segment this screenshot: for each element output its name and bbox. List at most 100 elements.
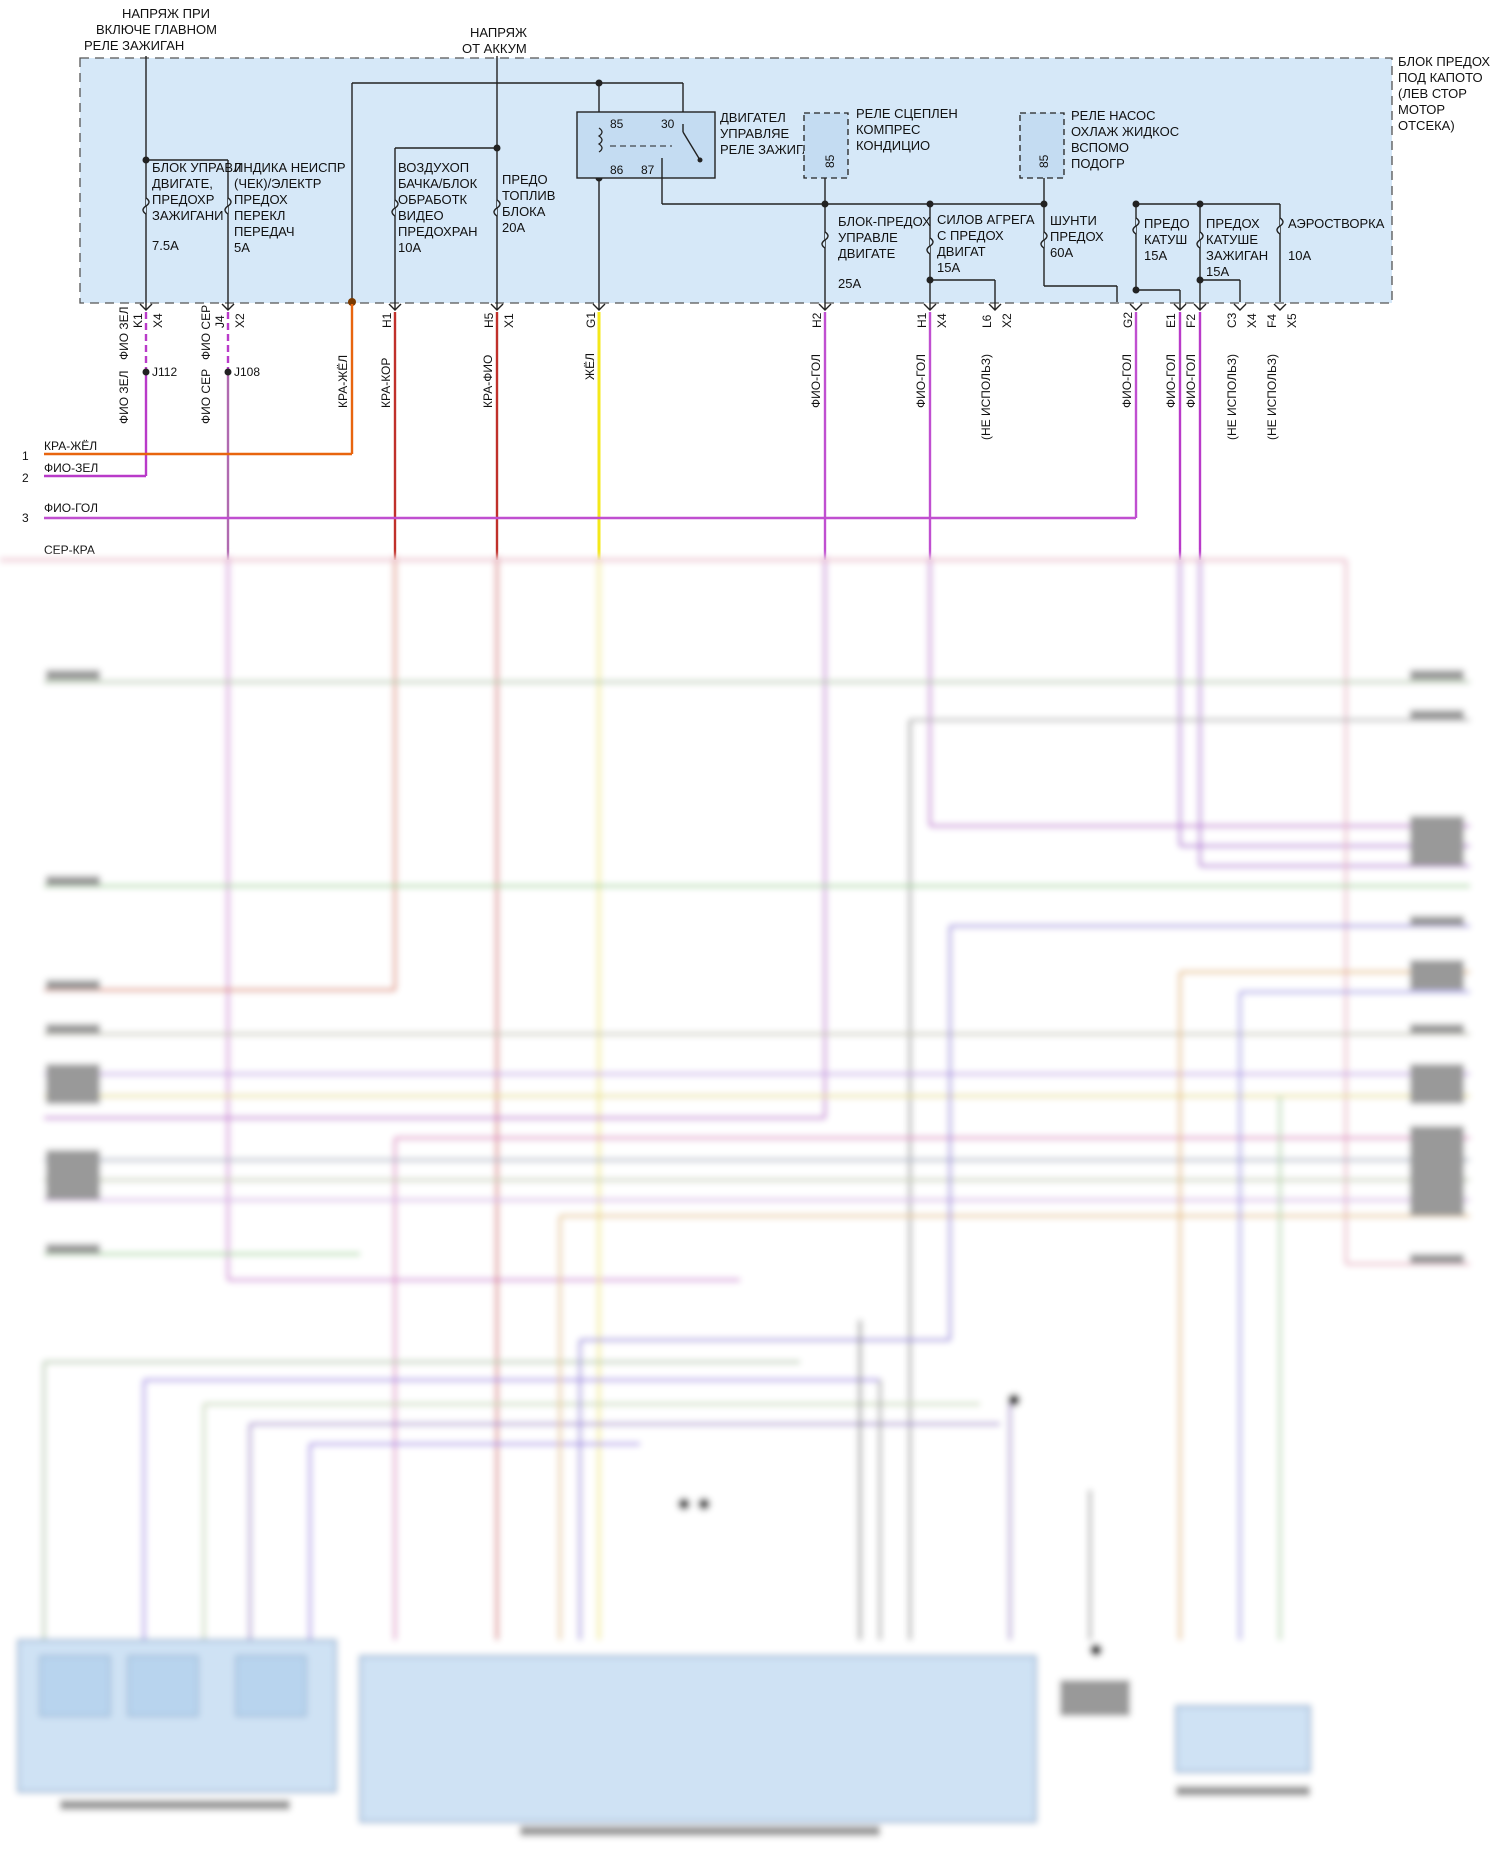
wire-label-fio-gol-e1: ФИО-ГОЛ	[1164, 354, 1178, 408]
pin-x4-c: X4	[1245, 313, 1259, 328]
wire-label-fio-zel-a: ФИО ЗЕЛ	[117, 306, 131, 360]
pin-h2: H2	[810, 312, 824, 328]
fuse-box-bus	[145, 56, 1281, 310]
relay-pin-87: 87	[641, 163, 655, 177]
fuse-box-title-3: (ЛЕВ СТОР	[1398, 86, 1467, 101]
aux-pump-relay: 85 РЕЛЕ НАСОС ОХЛАЖ ЖИДКОС ВСПОМО ПОДОГР	[1019, 108, 1179, 179]
pin-x2-a: X2	[233, 313, 247, 328]
fuse-3-name-2: БАЧКА/БЛОК	[398, 176, 478, 191]
wire-label-fio-gol-h2: ФИО-ГОЛ	[809, 354, 823, 408]
circuit-2-num: 2	[22, 471, 29, 485]
fuse-3-name-4: ВИДЕО	[398, 208, 444, 223]
pin-f2: F2	[1184, 314, 1198, 328]
ignition-feed-label-3: РЕЛЕ ЗАЖИГАН	[84, 38, 184, 53]
wire-label-fio-ser-b: ФИО СЕР	[199, 369, 213, 424]
diagram-top: НАПРЯЖ ПРИ ВКЛЮЧЕ ГЛАВНОМ РЕЛЕ ЗАЖИГАН Н…	[22, 6, 1490, 560]
fuse-8-name-1: ПРЕДО	[1144, 216, 1190, 231]
ignition-relay-name-1: ДВИГАТЕЛ	[720, 110, 786, 125]
fuse-box-title-4: МОТОР	[1398, 102, 1445, 117]
fuse-2-name-2: (ЧЕК)/ЭЛЕКТР	[234, 176, 321, 191]
wire-label-fio-zel-b: ФИО ЗЕЛ	[117, 370, 131, 424]
fuse-3-rating: 10A	[398, 240, 421, 255]
fuse-5-name-2: УПРАВЛЕ	[838, 230, 898, 245]
fuse-2-rating: 5A	[234, 240, 250, 255]
relay-pin-86: 86	[610, 163, 624, 177]
fuse-1-name-1: БЛОК УПРАВЛ	[152, 160, 242, 175]
pin-j4: J4	[213, 315, 227, 328]
pin-l6: L6	[980, 314, 994, 328]
pin-c3: C3	[1225, 312, 1239, 328]
pin-x5: X5	[1285, 313, 1299, 328]
pin-g1: G1	[584, 312, 598, 328]
pin-x4-b: X4	[935, 313, 949, 328]
ac-relay-name-2: КОМПРЕС	[856, 122, 920, 137]
fuse-5-name-3: ДВИГАТЕ	[838, 246, 896, 261]
fuse-4-name-1: ПРЕДО	[502, 172, 548, 187]
fuse-8-rating: 15A	[1144, 248, 1167, 263]
fuse-3-name-5: ПРЕДОХРАН	[398, 224, 478, 239]
fuse-2-name-5: ПЕРЕДАЧ	[234, 224, 294, 239]
fuse-1-name-3: ПРЕДОХР	[152, 192, 214, 207]
pin-h5: H5	[482, 312, 496, 328]
wire-label-fio-gol-g2: ФИО-ГОЛ	[1120, 354, 1134, 408]
fuse-7-name-2: ПРЕДОХ	[1050, 229, 1104, 244]
fuse-4-name-3: БЛОКА	[502, 204, 546, 219]
ac-clutch-relay: 85 РЕЛЕ СЦЕПЛЕН КОМПРЕС КОНДИЦИО	[803, 106, 958, 204]
fuse-1-name-4: ЗАЖИГАНИ	[152, 208, 223, 223]
ignition-relay-name-2: УПРАВЛЯЕ	[720, 126, 790, 141]
circuit-4-label: СЕР-КРА	[44, 543, 95, 557]
splice-j108: J108	[234, 365, 260, 379]
fuse-9-name-1: ПРЕДОХ	[1206, 216, 1260, 231]
wire-color-labels: ФИО ЗЕЛ ФИО ЗЕЛ ФИО СЕР ФИО СЕР КРА-ЖЁЛ …	[117, 305, 1279, 440]
fuse-box-title-1: БЛОК ПРЕДОХ	[1398, 54, 1490, 69]
circuit-3-label: ФИО-ГОЛ	[44, 501, 98, 515]
fuse-3-name-3: ОБРАБОТК	[398, 192, 468, 207]
fuse-9-rating: 15A	[1206, 264, 1229, 279]
fuse-2-name-1: ИНДИКА НЕИСПР	[234, 160, 346, 175]
diagram-blurred-lower	[0, 556, 1500, 1861]
fuse-3-name-1: ВОЗДУХОП	[398, 160, 469, 175]
fuse-1-name-2: ДВИГАТЕ,	[152, 176, 213, 191]
fuse-symbols	[142, 197, 1284, 255]
circuit-3-num: 3	[22, 511, 29, 525]
fuse-2-name-3: ПРЕДОХ	[234, 192, 288, 207]
wire-label-unused-c3: (НЕ ИСПОЛЬЗ)	[1225, 354, 1239, 440]
pin-x4-a: X4	[151, 313, 165, 328]
ignition-relay: 85 30 86 87 ДВИГАТЕЛ УПРАВЛЯЕ РЕЛЕ ЗАЖИГ…	[576, 110, 839, 179]
connector-pin-labels: K1 X4 J4 X2 H1 H5 X1 G1 H2 H1 X4 L6 X2 G…	[131, 312, 1299, 328]
pin-h1-a: H1	[380, 312, 394, 328]
fuse-8-name-2: КАТУШ	[1144, 232, 1187, 247]
fuse-7-name-1: ШУНТИ	[1050, 213, 1097, 228]
battery-feed-label-2: ОТ АККУМ	[462, 41, 527, 56]
fuse-4-name-2: ТОПЛИВ	[502, 188, 555, 203]
ignition-feed-label-2: ВКЛЮЧЕ ГЛАВНОМ	[96, 22, 217, 37]
ac-relay-name-1: РЕЛЕ СЦЕПЛЕН	[856, 106, 958, 121]
pin-x2-b: X2	[1000, 313, 1014, 328]
fuse-box-title-2: ПОД КАПОТО	[1398, 70, 1483, 85]
wire-label-kra-fio: КРА-ФИО	[481, 355, 495, 408]
wire-label-kra-zhel: КРА-ЖЁЛ	[336, 355, 350, 408]
fuse-10-rating: 10A	[1288, 248, 1311, 263]
pin-e1: E1	[1164, 313, 1178, 328]
fuse-10-name-1: АЭРОСТВОРКА	[1288, 216, 1385, 231]
fuse-box-title-5: ОТСЕКА)	[1398, 118, 1455, 133]
fuse-labels: БЛОК УПРАВЛ ДВИГАТЕ, ПРЕДОХР ЗАЖИГАНИ 7.…	[152, 160, 1385, 291]
relay-pin-85: 85	[610, 117, 624, 131]
splice-j112: J112	[152, 365, 177, 379]
relay-pin-30: 30	[661, 117, 675, 131]
pin-k1: K1	[131, 313, 145, 328]
pin-h1-b: H1	[915, 312, 929, 328]
ignition-feed-label-1: НАПРЯЖ ПРИ	[122, 6, 210, 21]
fuse-6-rating: 15A	[937, 260, 960, 275]
wire-label-unused-l6: (НЕ ИСПОЛЬЗ)	[979, 354, 993, 440]
pin-g2: G2	[1121, 312, 1135, 328]
fuse-4-rating: 20A	[502, 220, 525, 235]
fuse-5-name-1: БЛОК-ПРЕДОХ	[838, 214, 931, 229]
pump-relay-name-4: ПОДОГР	[1071, 156, 1125, 171]
fuse-2-name-4: ПЕРЕКЛ	[234, 208, 285, 223]
fuse-7-rating: 60A	[1050, 245, 1073, 260]
fuse-1-rating: 7.5A	[152, 238, 179, 253]
connector-chevrons	[139, 303, 1287, 311]
circuit-1-num: 1	[22, 449, 29, 463]
